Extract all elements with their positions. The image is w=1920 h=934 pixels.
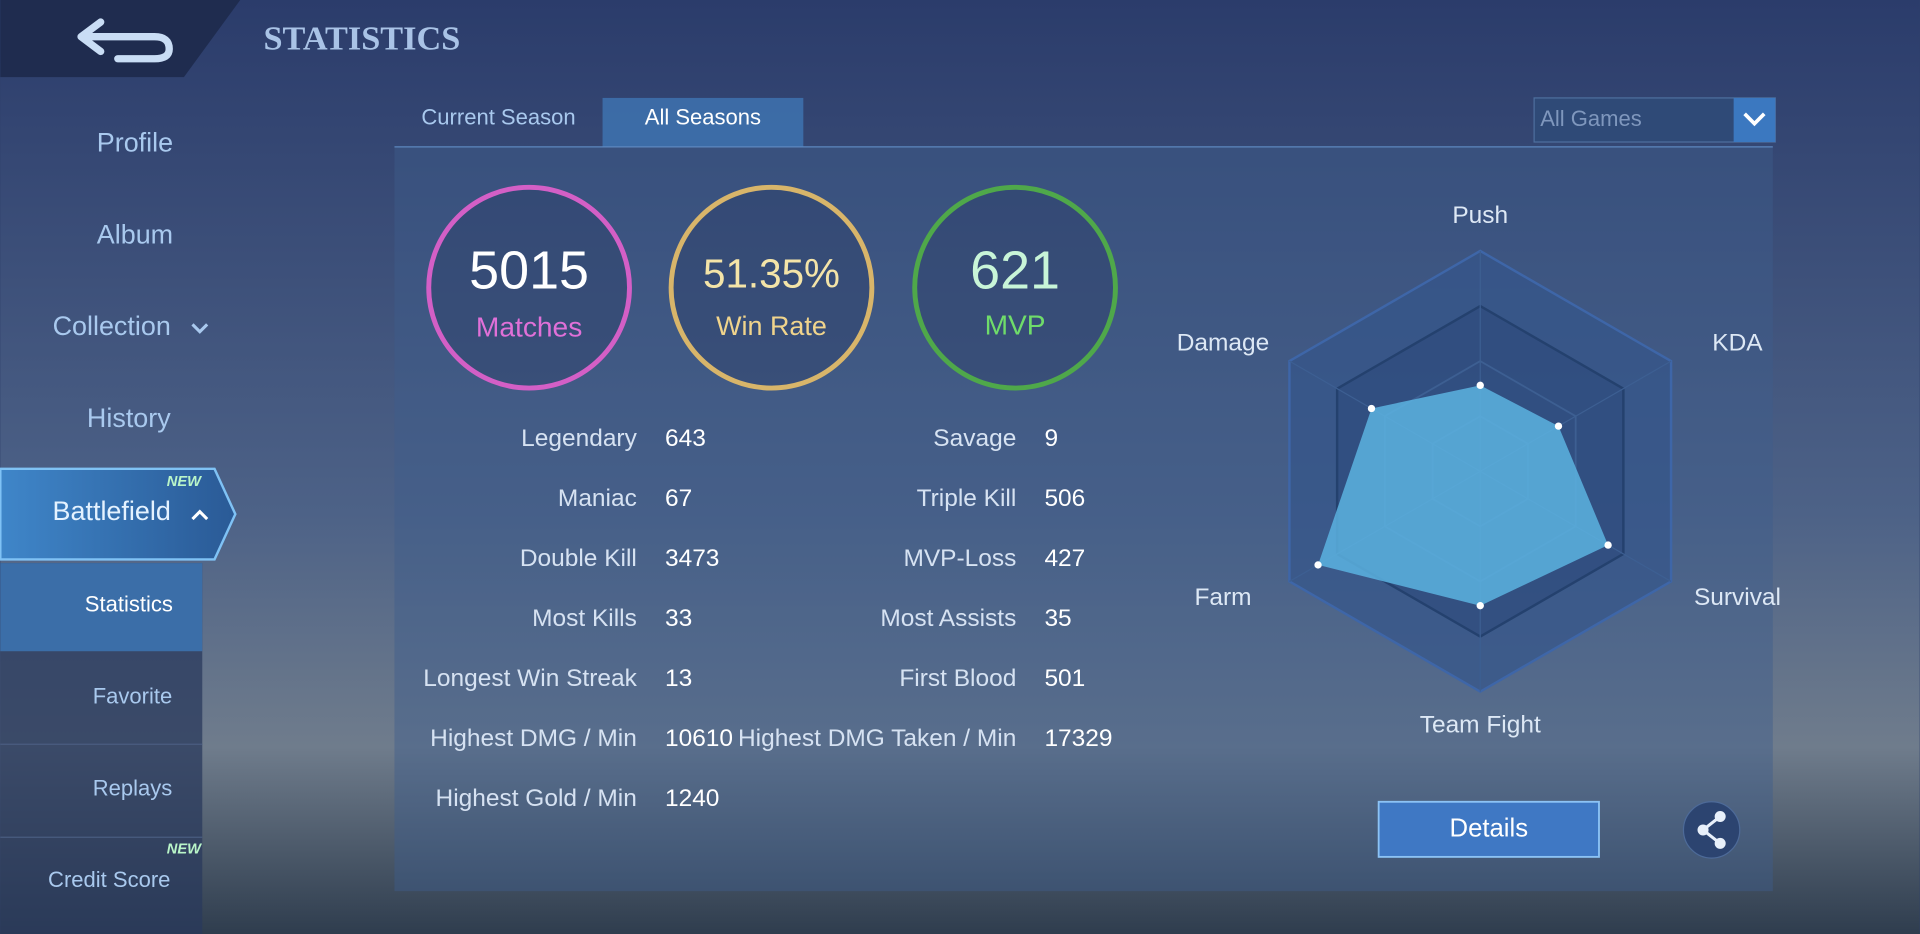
stat-value: 501 xyxy=(1044,665,1085,692)
nav-item[interactable]: Album xyxy=(97,219,173,249)
active-tab-bg xyxy=(602,97,804,147)
page-title: STATISTICS xyxy=(263,19,460,57)
summary-value: 621 xyxy=(970,240,1060,300)
tab[interactable]: Current Season xyxy=(421,105,575,130)
button-label: Details xyxy=(1450,815,1529,843)
summary-value: 51.35% xyxy=(703,250,840,296)
radar-label: Push xyxy=(1452,202,1508,229)
nav-item[interactable]: Profile xyxy=(97,128,173,158)
stat-value: 13 xyxy=(665,665,692,692)
radar-label: Farm xyxy=(1194,584,1251,611)
radar-point xyxy=(1476,602,1484,610)
nav-item[interactable]: Battlefield xyxy=(53,496,171,526)
stat-label: Highest DMG Taken / Min xyxy=(738,725,1016,752)
stat-label: Savage xyxy=(933,425,1016,452)
stat-value: 33 xyxy=(665,605,692,632)
stat-value: 67 xyxy=(665,485,692,512)
nav-subitem[interactable]: Favorite xyxy=(93,684,173,709)
summary-label: Win Rate xyxy=(716,311,827,341)
badge: NEW xyxy=(167,841,202,857)
stat-label: Double Kill xyxy=(520,545,637,572)
stat-value: 35 xyxy=(1044,605,1071,632)
nav-item[interactable]: Collection xyxy=(53,311,171,341)
dropdown-arrow-bg xyxy=(1733,97,1776,142)
stat-label: Highest Gold / Min xyxy=(436,785,637,812)
stat-value: 1240 xyxy=(665,785,719,812)
radar-label: Survival xyxy=(1694,584,1781,611)
stat-label: Longest Win Streak xyxy=(423,665,637,692)
summary-ring xyxy=(912,184,1118,391)
nav-subitem[interactable]: Credit Score xyxy=(48,867,170,892)
filter-dropdown[interactable]: All Games xyxy=(1533,97,1776,143)
nav-subitem[interactable]: Replays xyxy=(93,775,173,800)
radar-area xyxy=(1318,385,1609,606)
chevron xyxy=(191,509,209,521)
stat-label: Most Assists xyxy=(880,605,1016,632)
radar-label: Damage xyxy=(1177,329,1270,356)
stat-value: 9 xyxy=(1044,425,1058,452)
stat-value: 427 xyxy=(1044,545,1085,572)
share-icon xyxy=(1714,837,1726,849)
radar-point xyxy=(1314,561,1322,569)
stat-value: 643 xyxy=(665,425,706,452)
summary-ring xyxy=(426,184,632,391)
radar-point xyxy=(1554,422,1563,430)
dropdown-value: All Games xyxy=(1540,106,1642,131)
summary-ring xyxy=(668,184,875,391)
active-tab-bg xyxy=(0,467,237,561)
tab[interactable]: All Seasons xyxy=(645,105,761,130)
summary-label: MVP xyxy=(985,309,1046,340)
summary-label: Matches xyxy=(476,312,582,343)
stat-label: First Blood xyxy=(899,665,1016,692)
stat-label: Highest DMG / Min xyxy=(430,725,637,752)
stat-value: 3473 xyxy=(665,545,719,572)
badge: NEW xyxy=(167,474,202,490)
radar-point xyxy=(1604,541,1612,549)
radar-point xyxy=(1367,404,1376,413)
radar-label: KDA xyxy=(1712,329,1763,356)
chevron xyxy=(191,323,209,334)
radar-point xyxy=(1476,381,1484,390)
stat-value: 17329 xyxy=(1044,725,1112,752)
details-button[interactable]: Details xyxy=(1377,800,1600,858)
nav-item[interactable]: History xyxy=(87,403,171,433)
share-bg xyxy=(1682,801,1741,859)
share-icon xyxy=(1697,824,1709,836)
stat-label: Maniac xyxy=(558,485,637,512)
stat-label: MVP-Loss xyxy=(903,545,1016,572)
stats-list: Legendary 643 Maniac 67 Double Kill 3473 Most … xyxy=(423,425,1112,812)
button-bg xyxy=(1377,800,1600,858)
back-button[interactable] xyxy=(77,18,173,63)
stat-label: Most Kills xyxy=(532,605,637,632)
active-subtab-bg xyxy=(0,563,203,652)
share-button[interactable] xyxy=(1682,801,1741,859)
radar-label: Team Fight xyxy=(1420,711,1541,738)
stat-label: Legendary xyxy=(521,425,637,452)
share-icon xyxy=(1714,810,1726,822)
radar-chart: Push KDA Survival Team Fight Farm Damage xyxy=(1177,202,1781,738)
stat-label: Triple Kill xyxy=(917,485,1017,512)
summary-value: 5015 xyxy=(469,240,589,300)
dropdown-arrow xyxy=(1743,112,1766,127)
stat-value: 506 xyxy=(1044,485,1085,512)
stat-value: 10610 xyxy=(665,725,733,752)
nav-subitem[interactable]: Statistics xyxy=(85,592,173,617)
